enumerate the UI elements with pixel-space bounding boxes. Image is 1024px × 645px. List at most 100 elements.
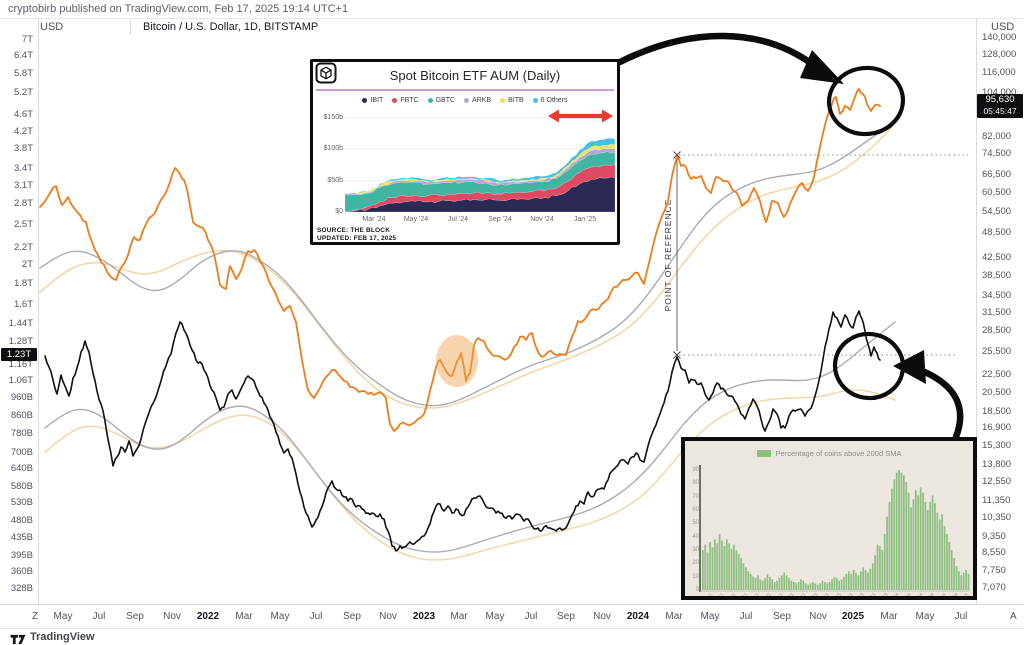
- sma-bar: [867, 572, 869, 590]
- time-axis[interactable]: Z A May Jul Sep Nov 2022 Mar May Jul Sep Nov 2023 M…: [0, 604, 1024, 629]
- sma-bar: [850, 574, 853, 590]
- sma-bar: [716, 543, 719, 590]
- etf-updated-line: UPDATED: FEB 17, 2025: [317, 235, 397, 242]
- sma-bar: [926, 510, 929, 590]
- tradingview-brand-text[interactable]: TradingView: [30, 631, 95, 643]
- header-separator: [0, 18, 1024, 19]
- sma-bar: [723, 546, 726, 590]
- sma-bar: [804, 583, 807, 591]
- sma-y-tick: 30: [692, 547, 699, 553]
- left-axis-tick: 480B: [10, 515, 33, 526]
- left-axis-tick: 2.2T: [13, 242, 33, 253]
- sma-bar: [706, 552, 709, 590]
- red-arrowhead-left: [548, 109, 559, 123]
- sma-bar: [740, 558, 742, 590]
- sma-bar: [745, 567, 747, 590]
- sma-y-tick: 60: [692, 507, 699, 514]
- left-axis-tick: 780B: [10, 428, 33, 439]
- legend-label: ARKB: [472, 97, 492, 104]
- right-axis-tick: 54,500: [982, 206, 1012, 217]
- time-axis-label: 2024: [626, 611, 650, 622]
- right-axis-tick: 10,350: [982, 512, 1012, 523]
- sma-bar: [852, 570, 855, 590]
- sma-bar: [702, 550, 704, 590]
- sma-bar: [788, 578, 790, 590]
- right-axis-currency-label: USD: [991, 21, 1015, 33]
- legend-dot-icon: [464, 98, 470, 103]
- left-axis-tick: 7T: [21, 34, 33, 45]
- sma-bar: [814, 583, 817, 591]
- sma-bar: [759, 579, 762, 590]
- right-axis-tick: 60,500: [982, 187, 1012, 198]
- time-axis-label: May: [700, 611, 720, 622]
- sma-percentage-inset: Percentage of coins above 200d SMA 0 10 20…: [681, 437, 977, 600]
- time-axis-label: Sep: [773, 611, 791, 622]
- right-price-scale[interactable]: 140,000 128,000 116,000 104,000 82,000 74,500…: [977, 0, 1024, 645]
- sma-bar: [778, 578, 781, 590]
- left-price-scale[interactable]: 7T 6.4T 5.8T 5.2T 4.6T 4.2T 3.8T 3.4T 3.1T 2.8T 2.…: [0, 0, 38, 645]
- etf-source-line: SOURCE: THE BLOCK: [317, 227, 391, 234]
- legend-label: IBIT: [370, 97, 384, 104]
- left-axis-tick: 360B: [10, 566, 33, 577]
- etf-legend: IBIT FBTC GBTC ARKB BITB 6 Others: [313, 97, 617, 104]
- sma-bar: [900, 472, 903, 590]
- sma-bar: [828, 582, 831, 590]
- left-axis-tick: 700B: [10, 447, 33, 458]
- left-axis-tick: 2.5T: [13, 219, 33, 230]
- etf-y-tick: $0: [335, 208, 343, 215]
- sma-bar: [766, 574, 769, 590]
- sma-bar: [790, 580, 793, 590]
- sma-bar: [769, 576, 771, 590]
- sma-bar: [704, 544, 707, 590]
- time-axis-label: Mar: [450, 611, 468, 622]
- time-axis-label: Jul: [92, 611, 106, 622]
- sma-bar: [893, 479, 896, 590]
- sma-bar: [955, 566, 958, 590]
- etf-x-tick: Sep '24: [488, 216, 512, 223]
- etf-x-tick: Jan '25: [573, 216, 597, 223]
- sma-bar: [800, 579, 802, 590]
- left-axis-tick: 1.6T: [13, 299, 33, 310]
- sma-bar: [891, 488, 893, 590]
- right-axis-tick: 66,500: [982, 169, 1012, 180]
- tradingview-logo-icon[interactable]: [10, 632, 26, 645]
- right-axis-tick: 116,000: [982, 67, 1016, 78]
- right-axis-tick: 38,500: [982, 270, 1012, 281]
- left-axis-tick: 1.28T: [8, 336, 33, 347]
- sma-bar: [879, 546, 881, 590]
- sma-bar: [914, 490, 917, 590]
- auto-scale-button[interactable]: A: [1010, 611, 1017, 622]
- sma-bar: [946, 534, 948, 590]
- left-axis-tick: 435B: [10, 532, 33, 543]
- time-axis-label: Mar: [235, 611, 253, 622]
- sma-bar: [795, 583, 798, 591]
- right-axis-tick: 20,500: [982, 387, 1012, 398]
- left-axis-tick: 5.2T: [13, 87, 33, 98]
- left-axis-tick: 2.8T: [13, 198, 33, 209]
- sma-bar: [812, 582, 814, 590]
- etf-x-tick: Mar '24: [362, 216, 386, 223]
- left-axis-tick: 2T: [21, 259, 33, 270]
- left-axis-currency-label: USD: [40, 21, 64, 33]
- sma-bar: [936, 512, 939, 590]
- sma-bar: [895, 472, 898, 590]
- left-axis-tick: 1.16T: [8, 359, 33, 370]
- time-axis-label: Mar: [880, 611, 898, 622]
- sma-legend-label: Percentage of coins above 200d SMA: [775, 449, 902, 458]
- left-axis-tick: 3.1T: [13, 180, 33, 191]
- left-axis-tick: 328B: [10, 583, 33, 594]
- etf-aum-inset: Spot Bitcoin ETF AUM (Daily) IBIT FBTC GBT…: [310, 59, 620, 245]
- etf-x-tick: Nov '24: [530, 216, 554, 223]
- sma-bar: [840, 579, 843, 590]
- etf-x-tick: Jul '24: [447, 216, 468, 223]
- right-axis-tick: 28,500: [982, 325, 1012, 336]
- sma-bar: [816, 584, 819, 590]
- time-axis-label: Sep: [557, 611, 575, 622]
- sma-bar: [728, 543, 731, 590]
- sma-bar: [843, 576, 845, 590]
- sma-bar: [761, 580, 764, 590]
- time-axis-label: Nov: [379, 611, 397, 622]
- sma-bar: [864, 570, 867, 590]
- sma-y-tick: 10: [692, 573, 699, 580]
- symbol-title[interactable]: Bitcoin / U.S. Dollar, 1D, BITSTAMP: [143, 21, 319, 33]
